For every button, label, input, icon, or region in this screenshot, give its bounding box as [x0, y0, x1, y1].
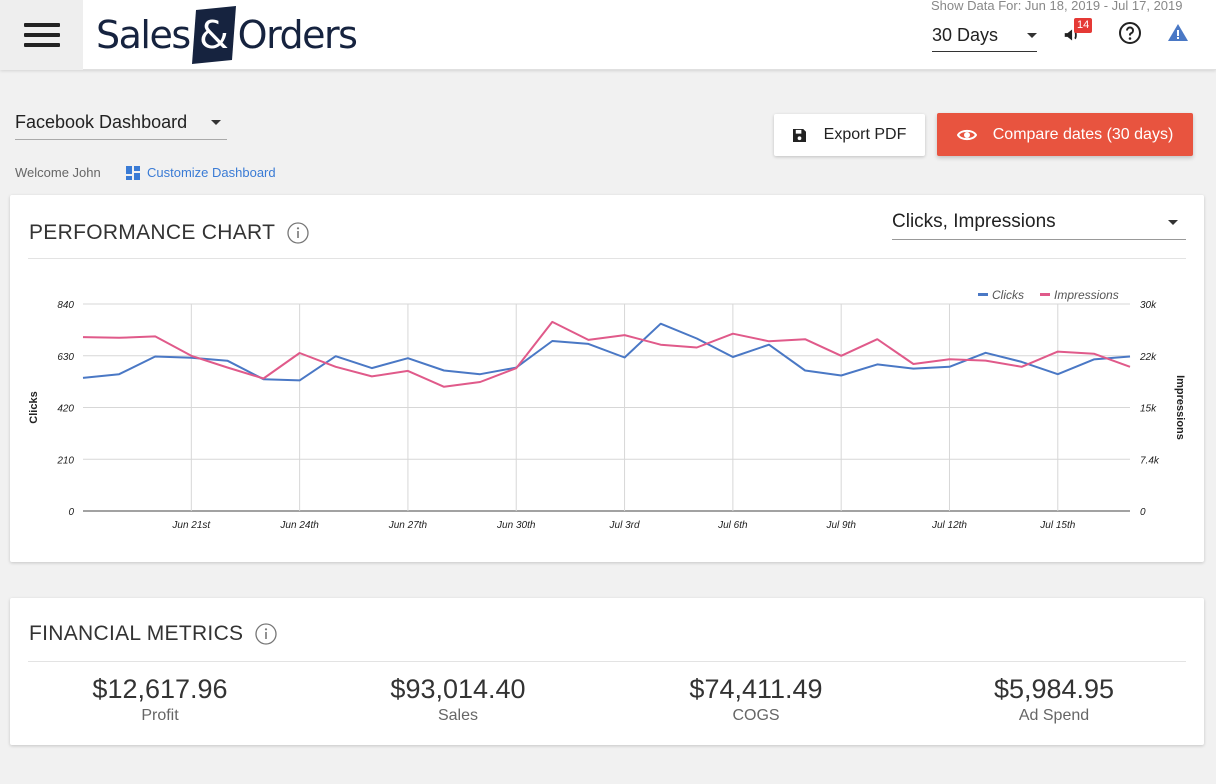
metric-label: Ad Spend [1018, 707, 1090, 724]
dashboard-select-value: Facebook Dashboard [15, 112, 188, 132]
metric-value: $12,617.96 [92, 674, 228, 704]
metric-sales: $93,014.40 Sales [308, 674, 608, 725]
dashboard-select[interactable]: Facebook Dashboard [15, 106, 227, 140]
customize-dashboard-label: Customize Dashboard [147, 165, 276, 180]
date-range-text: Show Data For: Jun 18, 2019 - Jul 17, 20… [931, 0, 1183, 13]
save-icon [792, 128, 806, 142]
logo[interactable]: Sales & Orders [96, 6, 358, 64]
x-tick-label: Jun 21st [171, 520, 211, 531]
metric-select-value: Clicks, Impressions [892, 211, 1056, 232]
financial-title: FINANCIAL METRICS [29, 622, 277, 646]
chevron-down-icon [1168, 219, 1178, 225]
compare-dates-label: Compare dates (30 days) [992, 125, 1174, 143]
y-tick-label: 210 [56, 455, 74, 466]
days-select-value: 30 Days [932, 25, 999, 45]
metric-label: COGS [732, 707, 780, 724]
legend-label: Impressions [1054, 288, 1119, 302]
dashboard-icon [126, 165, 140, 180]
logo-text-sales: Sales [96, 13, 191, 57]
menu-button[interactable] [0, 0, 83, 70]
svg-text:&: & [199, 13, 229, 57]
export-pdf-button[interactable]: Export PDF [774, 114, 925, 156]
export-pdf-label: Export PDF [823, 126, 907, 143]
x-tick-label: Jul 6th [717, 520, 748, 531]
series-line-impressions [82, 320, 1131, 388]
x-tick-label: Jul 9th [825, 520, 856, 531]
y2-tick-label: 22k [1139, 352, 1157, 363]
x-tick-label: Jul 15th [1039, 520, 1075, 531]
y2-tick-label: 15k [1140, 404, 1157, 415]
metric-cogs: $74,411.49 COGS [606, 674, 906, 725]
y-tick-label: 0 [68, 507, 74, 518]
x-tick-label: Jun 30th [496, 520, 536, 531]
metric-value: $74,411.49 [689, 674, 823, 704]
x-tick-label: Jul 3rd [609, 520, 640, 531]
days-select[interactable]: 30 Days [932, 20, 1037, 52]
customize-dashboard-link[interactable]: Customize Dashboard [126, 165, 276, 180]
hamburger-icon [23, 20, 60, 50]
card-divider [28, 258, 1186, 259]
metric-value: $5,984.95 [993, 674, 1115, 704]
performance-title-text: PERFORMANCE CHART [29, 221, 276, 244]
metric-value: $93,014.40 [390, 674, 526, 704]
performance-chart[interactable]: 0 0 210 7.4k 420 15k 630 22k 840 30k Jun 21st Jun 2… [10, 195, 1204, 562]
x-tick-label: Jul 12th [931, 520, 967, 531]
y-axis-title: Clicks [28, 391, 40, 423]
metric-label: Profit [141, 707, 179, 724]
welcome-text: Welcome John [15, 165, 101, 180]
metric-select[interactable]: Clicks, Impressions [892, 205, 1186, 240]
logo-text-orders: Orders [237, 13, 358, 57]
eye-icon [956, 129, 977, 140]
x-tick-label: Jun 24th [279, 520, 319, 531]
y2-axis-title: Impressions [1174, 375, 1186, 440]
info-icon[interactable] [255, 623, 277, 645]
legend-swatch [1040, 293, 1050, 296]
top-bar: Sales & Orders Show Data For: Jun 18, 20… [0, 0, 1216, 70]
y-tick-label: 630 [57, 352, 74, 363]
metric-profit: $12,617.96 Profit [10, 674, 310, 725]
y2-tick-label: 30k [1140, 300, 1157, 311]
help-icon[interactable] [1118, 21, 1142, 45]
financial-card: FINANCIAL METRICS $12,617.96 Profit $93,… [10, 598, 1204, 745]
y2-tick-label: 7.4k [1140, 455, 1160, 466]
y2-tick-label: 0 [1140, 507, 1146, 518]
metric-label: Sales [437, 707, 479, 724]
legend-swatch [978, 293, 988, 296]
chevron-down-icon [211, 120, 221, 125]
compare-dates-button[interactable]: Compare dates (30 days) [937, 113, 1193, 156]
info-icon[interactable] [287, 222, 309, 244]
warning-icon[interactable] [1166, 21, 1190, 45]
card-divider [28, 661, 1186, 662]
metric-ad-spend: $5,984.95 Ad Spend [904, 674, 1204, 725]
legend-label: Clicks [992, 288, 1024, 302]
x-tick-label: Jun 27th [388, 520, 428, 531]
notification-badge: 14 [1074, 18, 1093, 33]
logo-ampersand: & [188, 6, 240, 64]
y-tick-label: 840 [57, 300, 74, 311]
y-tick-label: 420 [57, 404, 74, 415]
financial-title-text: FINANCIAL METRICS [29, 622, 244, 645]
performance-title: PERFORMANCE CHART [29, 221, 309, 245]
chevron-down-icon [1027, 33, 1037, 38]
notifications-button[interactable]: 14 [1062, 18, 1098, 48]
